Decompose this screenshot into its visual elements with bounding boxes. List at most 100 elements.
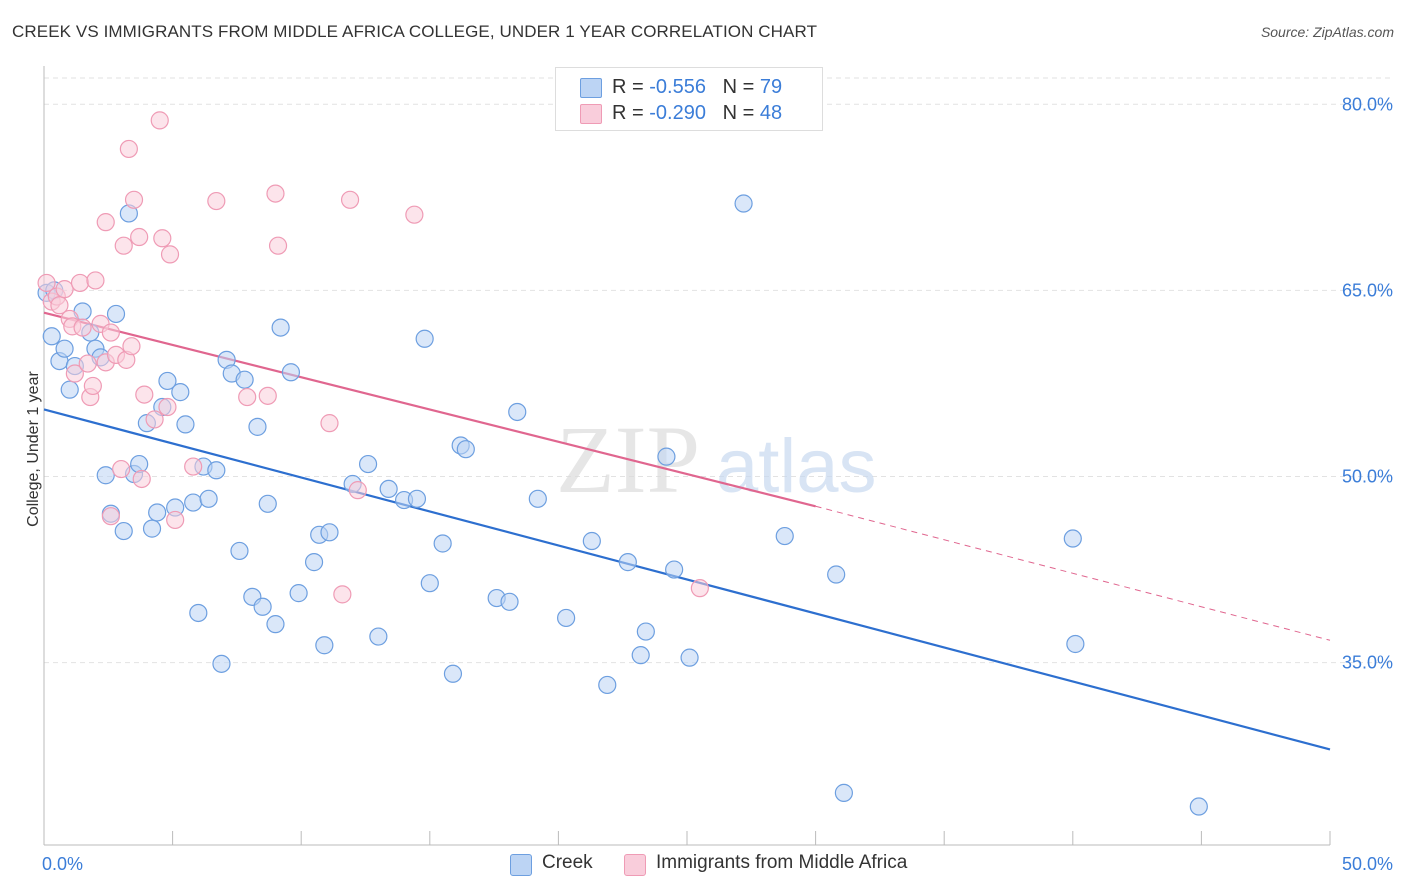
africa-point: [78, 354, 97, 373]
creek-point: [834, 783, 853, 802]
trend-lines: [43, 311, 1331, 751]
africa-trend-extension: [815, 505, 1331, 641]
creek-point: [176, 415, 195, 434]
africa-point: [145, 410, 164, 429]
creek-point: [420, 574, 439, 593]
watermark: ZIP atlas: [556, 406, 877, 513]
y-axis-label-wrap: College, Under 1 year: [14, 250, 44, 650]
creek-point: [500, 592, 519, 611]
creek-point: [358, 454, 378, 474]
creek-point: [281, 363, 301, 382]
africa-point: [55, 280, 74, 299]
creek-trend-line: [43, 408, 1331, 751]
creek-point: [96, 466, 115, 485]
creek-point: [407, 489, 427, 508]
x-tick-label-min: 0.0%: [42, 854, 83, 874]
creek-point: [827, 565, 846, 584]
creek-point: [379, 479, 398, 498]
africa-point: [122, 337, 141, 356]
africa-swatch: [580, 104, 602, 124]
creek-point: [184, 493, 203, 512]
africa-point: [184, 457, 203, 476]
creek-point: [557, 608, 576, 628]
creek-point: [55, 339, 74, 358]
africa-point: [207, 191, 226, 211]
creek-point: [582, 531, 601, 551]
creek-point: [189, 603, 208, 623]
creek-point: [680, 648, 699, 667]
x-tick-label-max: 50.0%: [1342, 854, 1393, 874]
stats-legend: R = -0.556 N = 79 R = -0.290 N = 48: [555, 67, 823, 131]
creek-point: [304, 553, 324, 572]
africa-point: [268, 236, 288, 255]
creek-point: [199, 489, 218, 508]
africa-point: [132, 469, 151, 489]
creek-legend-label: Creek: [542, 852, 593, 873]
africa-point: [320, 414, 339, 433]
africa-point: [86, 271, 105, 290]
africa-point: [124, 190, 144, 209]
creek-point: [415, 329, 434, 348]
creek-point: [248, 417, 267, 436]
africa-legend-label: Immigrants from Middle Africa: [656, 852, 908, 873]
legend-africa-text: R = -0.290 N = 48: [612, 102, 783, 124]
creek-point: [456, 440, 475, 459]
africa-point: [73, 318, 92, 337]
africa-point: [258, 386, 277, 405]
creek-point: [207, 461, 226, 480]
legend-creek-text: R = -0.556 N = 79: [612, 76, 783, 98]
creek-swatch: [580, 78, 602, 98]
africa-legend-swatch: [624, 854, 646, 876]
africa-point: [130, 227, 149, 247]
creek-point: [253, 597, 272, 616]
creek-point: [315, 636, 334, 655]
creek-point: [148, 503, 167, 522]
creek-point: [130, 454, 149, 474]
y-axis-label: College, Under 1 year: [25, 371, 42, 527]
creek-point: [598, 675, 617, 695]
data-points: [37, 111, 1208, 816]
creek-point: [114, 521, 133, 541]
africa-trend-line: [43, 311, 816, 508]
tick-labels: 35.0% 50.0% 65.0% 80.0% 0.0% 50.0%: [42, 94, 1393, 874]
africa-point: [690, 579, 709, 598]
africa-point: [348, 481, 367, 500]
creek-point: [289, 584, 308, 603]
africa-point: [101, 507, 120, 526]
creek-point: [258, 494, 277, 513]
creek-point: [320, 523, 339, 542]
source-credit: Source: ZipAtlas.com: [1260, 24, 1394, 40]
creek-point: [42, 327, 61, 346]
creek-point: [508, 402, 527, 422]
creek-point: [618, 553, 637, 572]
creek-point: [271, 318, 290, 337]
creek-point: [369, 627, 388, 646]
africa-point: [160, 245, 180, 264]
africa-point: [83, 376, 102, 396]
chart-title: CREEK VS IMMIGRANTS FROM MIDDLE AFRICA C…: [12, 22, 818, 41]
creek-point: [443, 664, 463, 683]
axes: [43, 66, 1331, 846]
y-tick-label: 65.0%: [1342, 280, 1393, 300]
creek-point: [775, 526, 794, 546]
africa-point: [340, 190, 360, 209]
creek-point: [636, 622, 655, 641]
creek-point: [657, 447, 676, 466]
africa-point: [50, 296, 69, 315]
creek-point: [60, 380, 79, 399]
creek-point: [528, 489, 547, 508]
creek-point: [266, 615, 285, 634]
africa-point: [96, 213, 115, 232]
africa-point: [238, 387, 257, 407]
africa-point: [135, 385, 154, 404]
africa-point: [70, 273, 90, 293]
africa-point: [166, 510, 185, 530]
creek-point: [665, 560, 684, 579]
africa-point: [119, 139, 138, 159]
y-tick-label: 50.0%: [1342, 466, 1393, 486]
creek-point: [235, 370, 254, 389]
africa-point: [405, 205, 424, 224]
creek-point: [1189, 797, 1208, 816]
africa-point: [65, 364, 84, 383]
y-tick-label: 80.0%: [1342, 94, 1393, 114]
